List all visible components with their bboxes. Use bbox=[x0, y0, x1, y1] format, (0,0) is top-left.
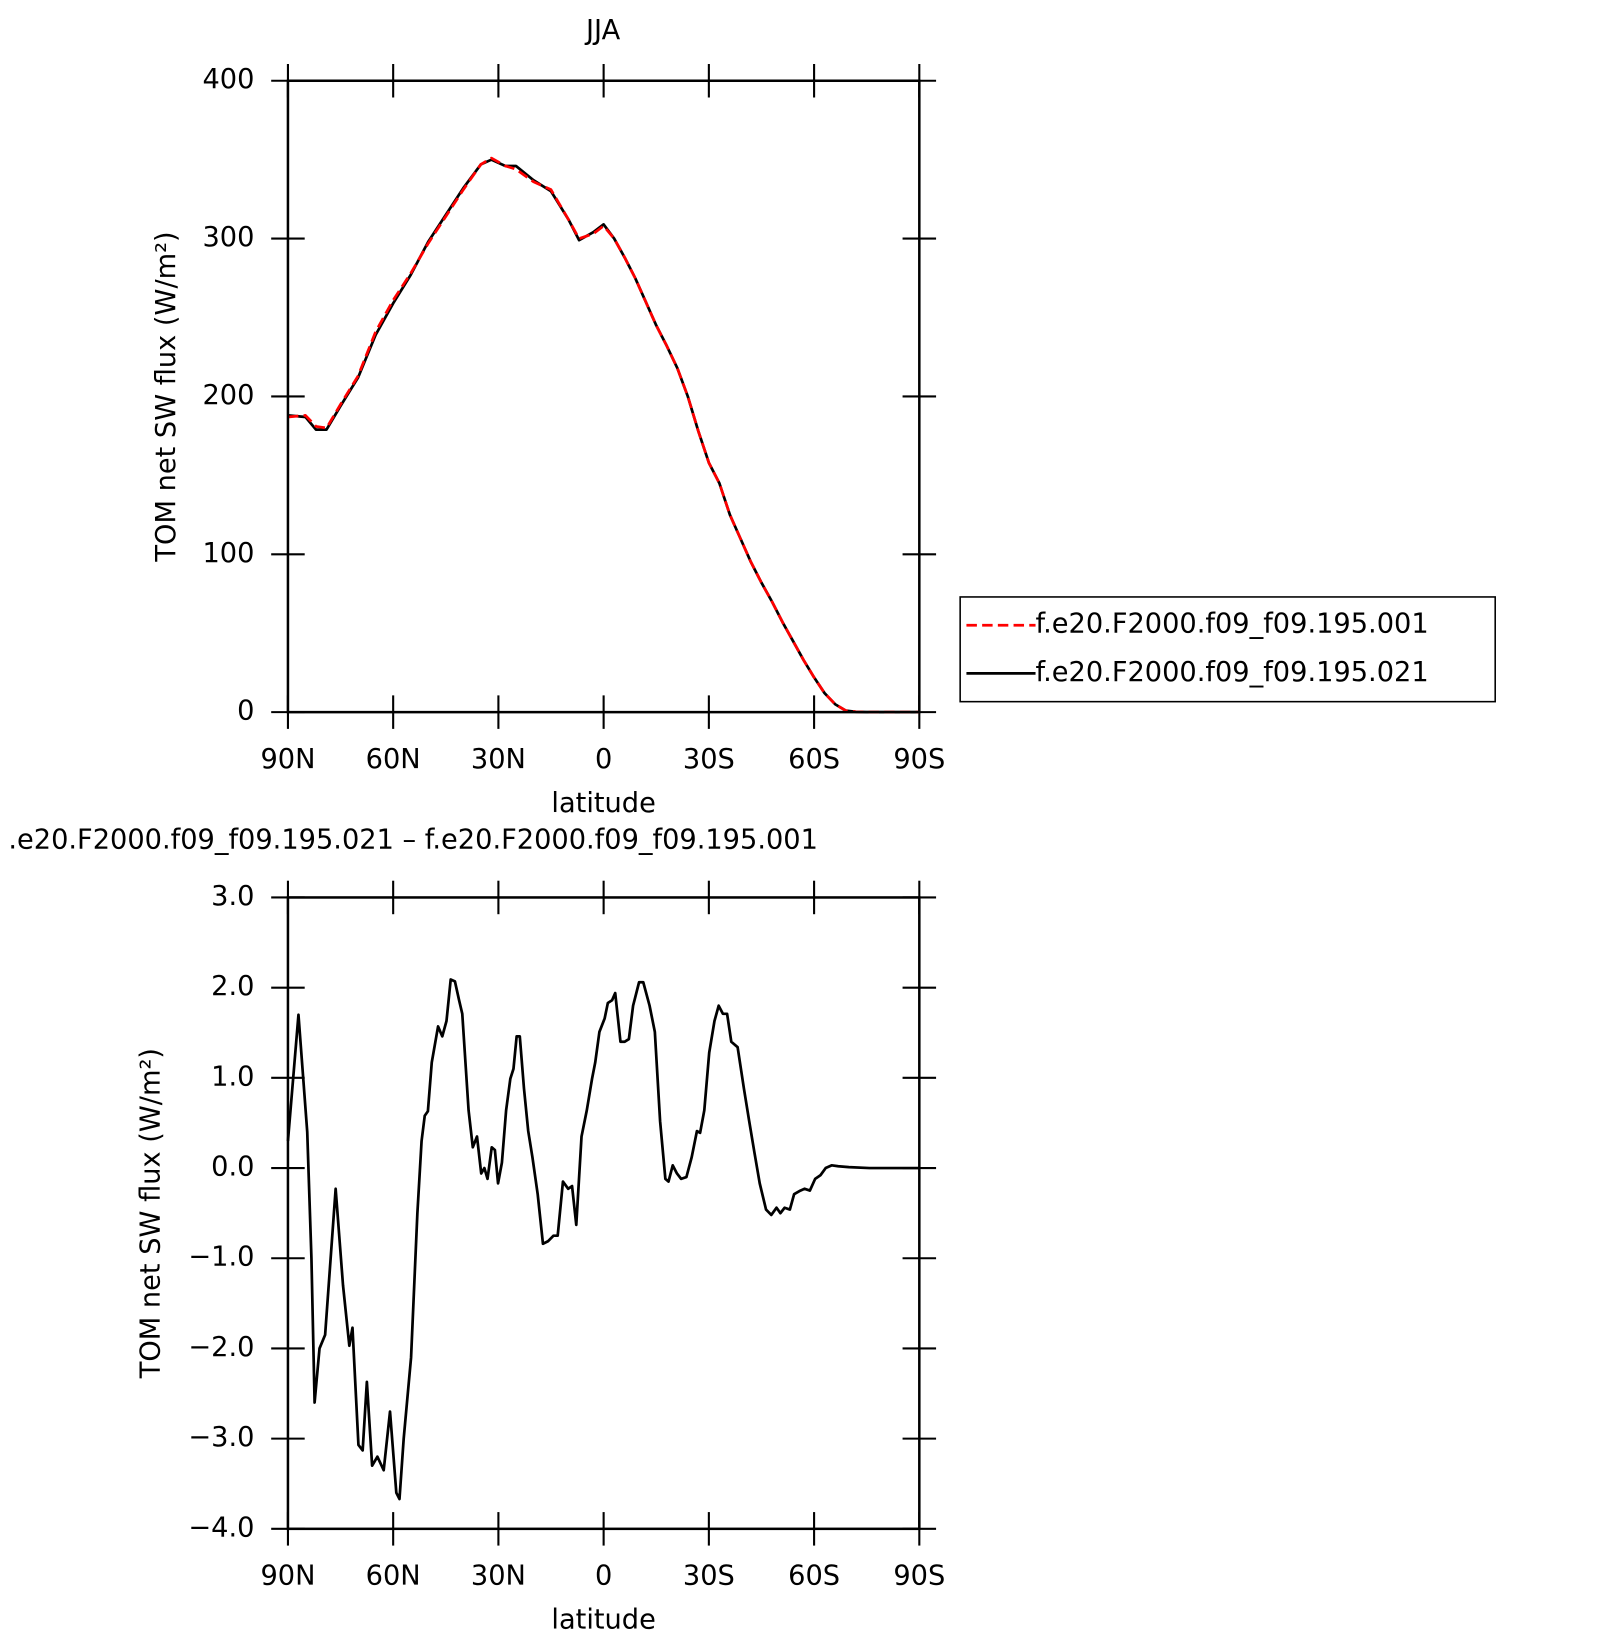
legend-label: f.e20.F2000.f09_f09.195.021 bbox=[1036, 657, 1429, 688]
x-axis-label: latitude bbox=[551, 788, 655, 819]
x-tick-label: 60S bbox=[788, 744, 840, 775]
plot-frame bbox=[286, 79, 921, 714]
y-tick-label: 400 bbox=[202, 64, 254, 95]
x-tick-label: 30N bbox=[471, 744, 526, 775]
x-tick-label: 90S bbox=[893, 1561, 945, 1592]
legend-label: f.e20.F2000.f09_f09.195.001 bbox=[1036, 609, 1429, 640]
y-tick-label: 200 bbox=[202, 380, 254, 411]
x-tick-label: 60S bbox=[788, 1561, 840, 1592]
x-tick-label: 30S bbox=[683, 744, 735, 775]
x-axis-label: latitude bbox=[551, 1604, 655, 1635]
x-tick-label: 0 bbox=[595, 744, 612, 775]
series-line bbox=[287, 156, 920, 714]
y-axis-label: TOM net SW flux (W/m²) bbox=[135, 1048, 166, 1379]
x-tick-label: 30N bbox=[471, 1561, 526, 1592]
y-tick-label: 0 bbox=[237, 696, 254, 727]
x-tick-label: 0 bbox=[595, 1561, 612, 1592]
legend-box bbox=[959, 596, 1496, 703]
chart-title: JJA bbox=[584, 15, 621, 46]
y-tick-label: −4.0 bbox=[188, 1512, 254, 1543]
y-tick-label: 300 bbox=[202, 222, 254, 253]
plot-frame bbox=[286, 896, 921, 1531]
y-tick-label: −2.0 bbox=[188, 1332, 254, 1363]
x-tick-label: 90N bbox=[260, 1561, 315, 1592]
y-tick-label: 100 bbox=[202, 538, 254, 569]
x-tick-label: 60N bbox=[366, 744, 421, 775]
y-tick-label: −1.0 bbox=[188, 1242, 254, 1273]
x-tick-label: 60N bbox=[366, 1561, 421, 1592]
x-tick-label: 90S bbox=[893, 744, 945, 775]
series-line bbox=[286, 978, 920, 1501]
y-tick-label: 3.0 bbox=[211, 881, 254, 912]
y-tick-label: 0.0 bbox=[211, 1152, 254, 1183]
x-tick-label: 90N bbox=[260, 744, 315, 775]
y-axis-label: TOM net SW flux (W/m²) bbox=[151, 231, 182, 562]
y-tick-label: 2.0 bbox=[211, 971, 254, 1002]
y-tick-label: −3.0 bbox=[188, 1422, 254, 1453]
chart-title: .e20.F2000.f09_f09.195.021 – f.e20.F2000… bbox=[8, 824, 818, 855]
y-tick-label: 1.0 bbox=[211, 1061, 254, 1092]
series-line bbox=[287, 158, 920, 714]
x-tick-label: 30S bbox=[683, 1561, 735, 1592]
